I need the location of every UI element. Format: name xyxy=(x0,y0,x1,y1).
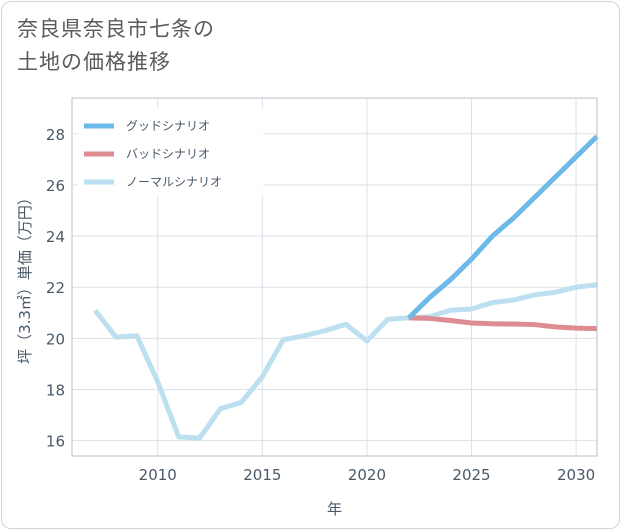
plot-area xyxy=(71,97,598,457)
title-line-1: 奈良県奈良市七条の xyxy=(17,17,215,41)
y-axis-label: 坪（3.3㎡）単価（万円） xyxy=(16,190,34,364)
chart-title: 奈良県奈良市七条の 土地の価格推移 xyxy=(17,13,215,79)
series-line-1 xyxy=(407,134,599,320)
x-tick-2020: 2020 xyxy=(348,466,386,484)
y-tick-20: 20 xyxy=(46,330,65,348)
y-tick-24: 24 xyxy=(46,228,65,246)
x-tick-2015: 2015 xyxy=(243,466,281,484)
x-tick-2010: 2010 xyxy=(139,466,177,484)
x-axis-label: 年 xyxy=(327,500,342,518)
series-line-3 xyxy=(93,282,598,441)
y-tick-18: 18 xyxy=(46,382,65,400)
y-tick-16: 16 xyxy=(46,433,65,451)
title-line-2: 土地の価格推移 xyxy=(17,50,171,74)
tick-labels: 2010 2015 2020 2025 2030 16 18 20 22 24 26 28 xyxy=(46,126,595,484)
y-tick-26: 26 xyxy=(46,177,65,195)
legend-label-3: ノーマルシナリオ xyxy=(126,175,222,189)
y-tick-28: 28 xyxy=(46,126,65,144)
legend-label-1: グッドシナリオ xyxy=(126,119,210,133)
y-tick-22: 22 xyxy=(46,279,65,297)
series-line-2 xyxy=(408,315,598,332)
legend-label-2: バッドシナリオ xyxy=(126,147,210,161)
series-lines xyxy=(93,134,599,441)
x-tick-2030: 2030 xyxy=(557,466,595,484)
x-tick-2025: 2025 xyxy=(452,466,490,484)
